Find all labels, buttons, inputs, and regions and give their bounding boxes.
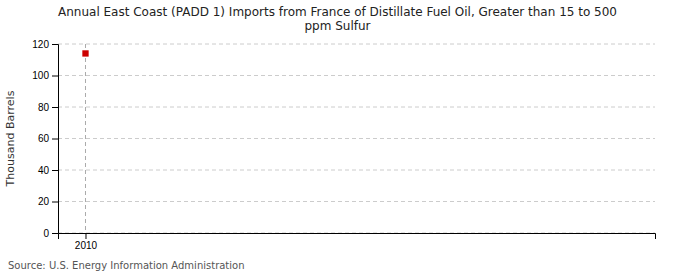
tick-label: 0 <box>43 228 49 239</box>
grid-line <box>58 44 655 45</box>
tick-mark <box>52 44 58 45</box>
grid-line <box>58 138 655 139</box>
chart: Annual East Coast (PADD 1) Imports from … <box>0 0 675 275</box>
grid <box>58 44 655 233</box>
grid-line <box>85 44 86 233</box>
source: Source: U.S. Energy Information Administ… <box>8 260 245 271</box>
tick: 120 <box>32 39 58 50</box>
tick: 80 <box>38 102 58 113</box>
point <box>82 50 88 56</box>
tick-label: 100 <box>32 70 49 81</box>
grid-line <box>58 170 655 171</box>
tick-mark <box>85 233 86 239</box>
y-label: Thousand Barrels <box>4 90 17 187</box>
tick-mark <box>52 233 58 234</box>
y-axis: 0 20 40 60 80 100 120 <box>32 39 58 239</box>
marks <box>82 50 88 56</box>
grid-line <box>58 107 655 108</box>
axis-line <box>59 234 656 240</box>
grid-line <box>58 201 655 202</box>
tick-label: 80 <box>38 102 50 113</box>
tick-label: 60 <box>38 133 50 144</box>
tick-label: 120 <box>32 39 49 50</box>
title: Annual East Coast (PADD 1) Imports from … <box>58 5 617 33</box>
tick: 2010 <box>75 233 98 251</box>
tick: 20 <box>38 196 58 207</box>
tick-mark <box>52 170 58 171</box>
tick-label: 40 <box>38 165 50 176</box>
plot: 2010 0 20 40 60 80 100 120 <box>32 39 655 251</box>
tick-label: 20 <box>38 196 50 207</box>
tick-mark <box>52 76 58 77</box>
axis-line <box>52 45 59 234</box>
tick-mark <box>52 139 58 140</box>
tick-label: 2010 <box>75 240 98 251</box>
tick-mark <box>52 202 58 203</box>
tick-mark <box>52 107 58 108</box>
tick: 0 <box>43 228 58 239</box>
tick: 40 <box>38 165 58 176</box>
tick: 60 <box>38 133 58 144</box>
grid-line <box>58 75 655 76</box>
tick: 100 <box>32 70 58 81</box>
x-axis: 2010 <box>59 233 656 251</box>
